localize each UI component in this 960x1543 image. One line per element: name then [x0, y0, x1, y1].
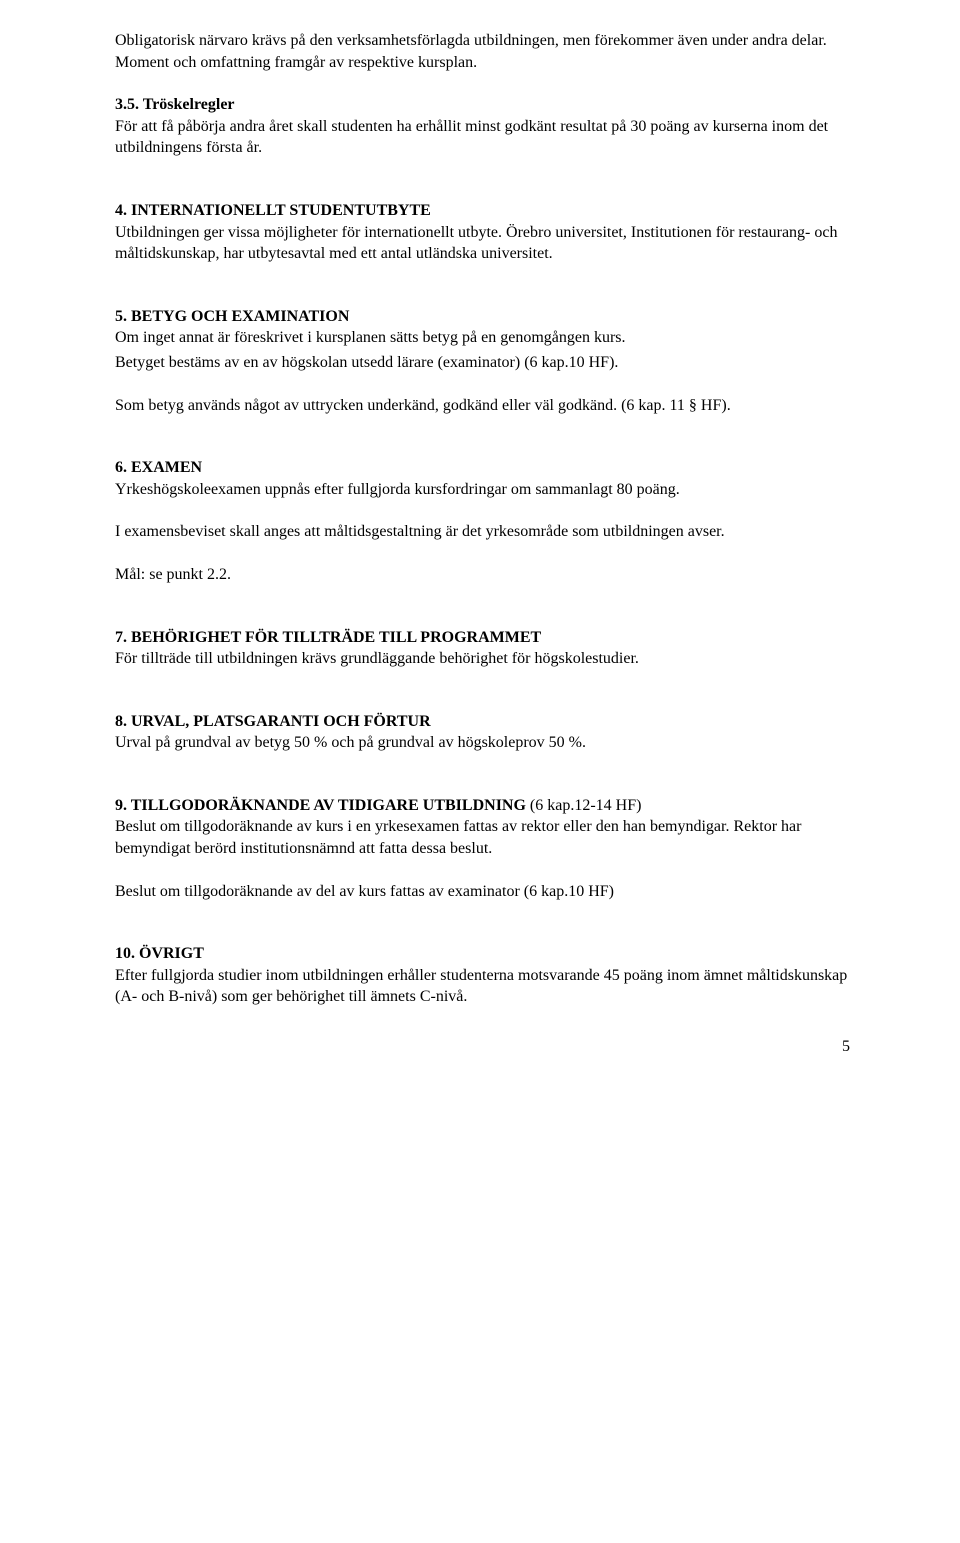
heading-5: 5. BETYG OCH EXAMINATION — [115, 308, 349, 325]
heading-8: 8. URVAL, PLATSGARANTI OCH FÖRTUR — [115, 713, 431, 730]
heading-9-bold: 9. TILLGODORÄKNANDE AV TIDIGARE UTBILDNI… — [115, 797, 530, 814]
body-text: Som betyg används något av uttrycken und… — [115, 395, 850, 417]
body-text: För att få påbörja andra året skall stud… — [115, 116, 850, 159]
body-text: I examensbeviset skall anges att måltids… — [115, 521, 850, 543]
heading-7: 7. BEHÖRIGHET FÖR TILLTRÄDE TILL PROGRAM… — [115, 629, 541, 646]
section-5: 5. BETYG OCH EXAMINATION — [115, 306, 850, 328]
heading-10: 10. ÖVRIGT — [115, 945, 204, 962]
page-number: 5 — [115, 1036, 850, 1058]
body-text: Efter fullgjorda studier inom utbildning… — [115, 965, 850, 1008]
body-text: Beslut om tillgodoräknande av kurs i en … — [115, 816, 850, 859]
heading-6: 6. EXAMEN — [115, 459, 202, 476]
body-text: För tillträde till utbildningen krävs gr… — [115, 648, 850, 670]
body-text: Om inget annat är föreskrivet i kursplan… — [115, 327, 850, 349]
heading-3-5: 3.5. Tröskelregler — [115, 96, 235, 113]
section-3-5: 3.5. Tröskelregler — [115, 94, 850, 116]
section-8: 8. URVAL, PLATSGARANTI OCH FÖRTUR — [115, 711, 850, 733]
body-text: Betyget bestäms av en av högskolan utsed… — [115, 352, 850, 374]
body-text: Urval på grundval av betyg 50 % och på g… — [115, 732, 850, 754]
section-10: 10. ÖVRIGT — [115, 943, 850, 965]
section-9: 9. TILLGODORÄKNANDE AV TIDIGARE UTBILDNI… — [115, 795, 850, 817]
body-text: Beslut om tillgodoräknande av del av kur… — [115, 881, 850, 903]
section-4: 4. INTERNATIONELLT STUDENTUTBYTE — [115, 200, 850, 222]
body-text: Yrkeshögskoleexamen uppnås efter fullgjo… — [115, 479, 850, 501]
body-text: Utbildningen ger vissa möjligheter för i… — [115, 222, 850, 265]
heading-9-ref: (6 kap.12-14 HF) — [530, 797, 642, 814]
body-text: Obligatorisk närvaro krävs på den verksa… — [115, 30, 850, 73]
section-7: 7. BEHÖRIGHET FÖR TILLTRÄDE TILL PROGRAM… — [115, 627, 850, 649]
body-text: Mål: se punkt 2.2. — [115, 564, 850, 586]
section-6: 6. EXAMEN — [115, 457, 850, 479]
heading-4: 4. INTERNATIONELLT STUDENTUTBYTE — [115, 202, 431, 219]
